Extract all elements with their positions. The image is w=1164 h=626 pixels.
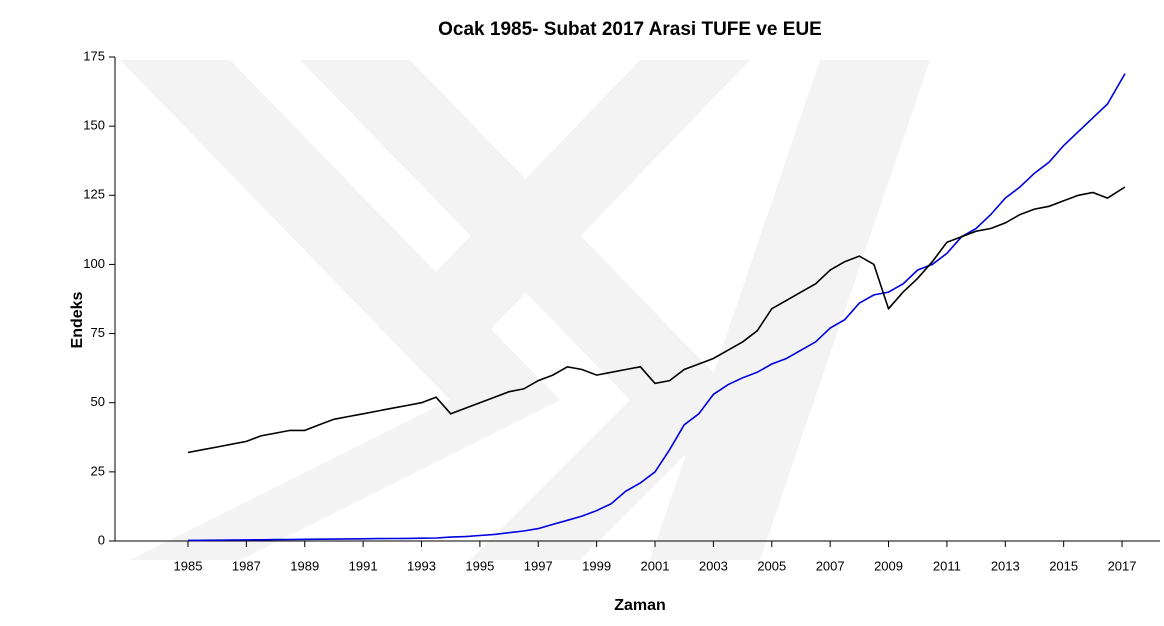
chart-title: Ocak 1985- Subat 2017 Arasi TUFE ve EUE <box>438 19 822 40</box>
x-axis-label: Zaman <box>614 597 666 614</box>
watermark-stroke <box>380 60 750 330</box>
x-tick-label: 2015 <box>1049 558 1078 573</box>
y-tick-label: 150 <box>83 118 105 133</box>
watermark-stroke <box>650 60 930 560</box>
x-tick-label: 1999 <box>582 558 611 573</box>
x-tick-label: 2003 <box>699 558 728 573</box>
x-tick-label: 1989 <box>290 558 319 573</box>
y-tick-label: 175 <box>83 48 105 63</box>
y-tick-label: 125 <box>83 187 105 202</box>
watermark-stroke <box>470 400 740 560</box>
watermark <box>120 60 930 560</box>
x-tick-label: 1991 <box>349 558 378 573</box>
x-tick-label: 2001 <box>641 558 670 573</box>
y-axis-label: Endeks <box>69 291 86 348</box>
x-tick-label: 2013 <box>991 558 1020 573</box>
x-tick-label: 2011 <box>933 558 961 573</box>
x-tick-label: 2017 <box>1108 558 1137 573</box>
y-tick-label: 100 <box>83 256 105 271</box>
series-line <box>187 73 1126 542</box>
x-tick-label: 1995 <box>465 558 494 573</box>
x-tick-label: 1993 <box>407 558 436 573</box>
x-tick-label: 2007 <box>816 558 845 573</box>
series-line <box>187 186 1126 454</box>
y-tick-label: 50 <box>91 394 105 409</box>
x-tick-label: 1997 <box>524 558 553 573</box>
x-tick-label: 2009 <box>874 558 903 573</box>
watermark-stroke <box>130 400 560 560</box>
x-tick-label: 1985 <box>174 558 203 573</box>
y-tick-label: 75 <box>91 325 105 340</box>
x-tick-label: 1987 <box>232 558 261 573</box>
x-tick-label: 2005 <box>757 558 786 573</box>
y-tick-label: 0 <box>98 532 105 547</box>
y-tick-label: 25 <box>91 463 105 478</box>
